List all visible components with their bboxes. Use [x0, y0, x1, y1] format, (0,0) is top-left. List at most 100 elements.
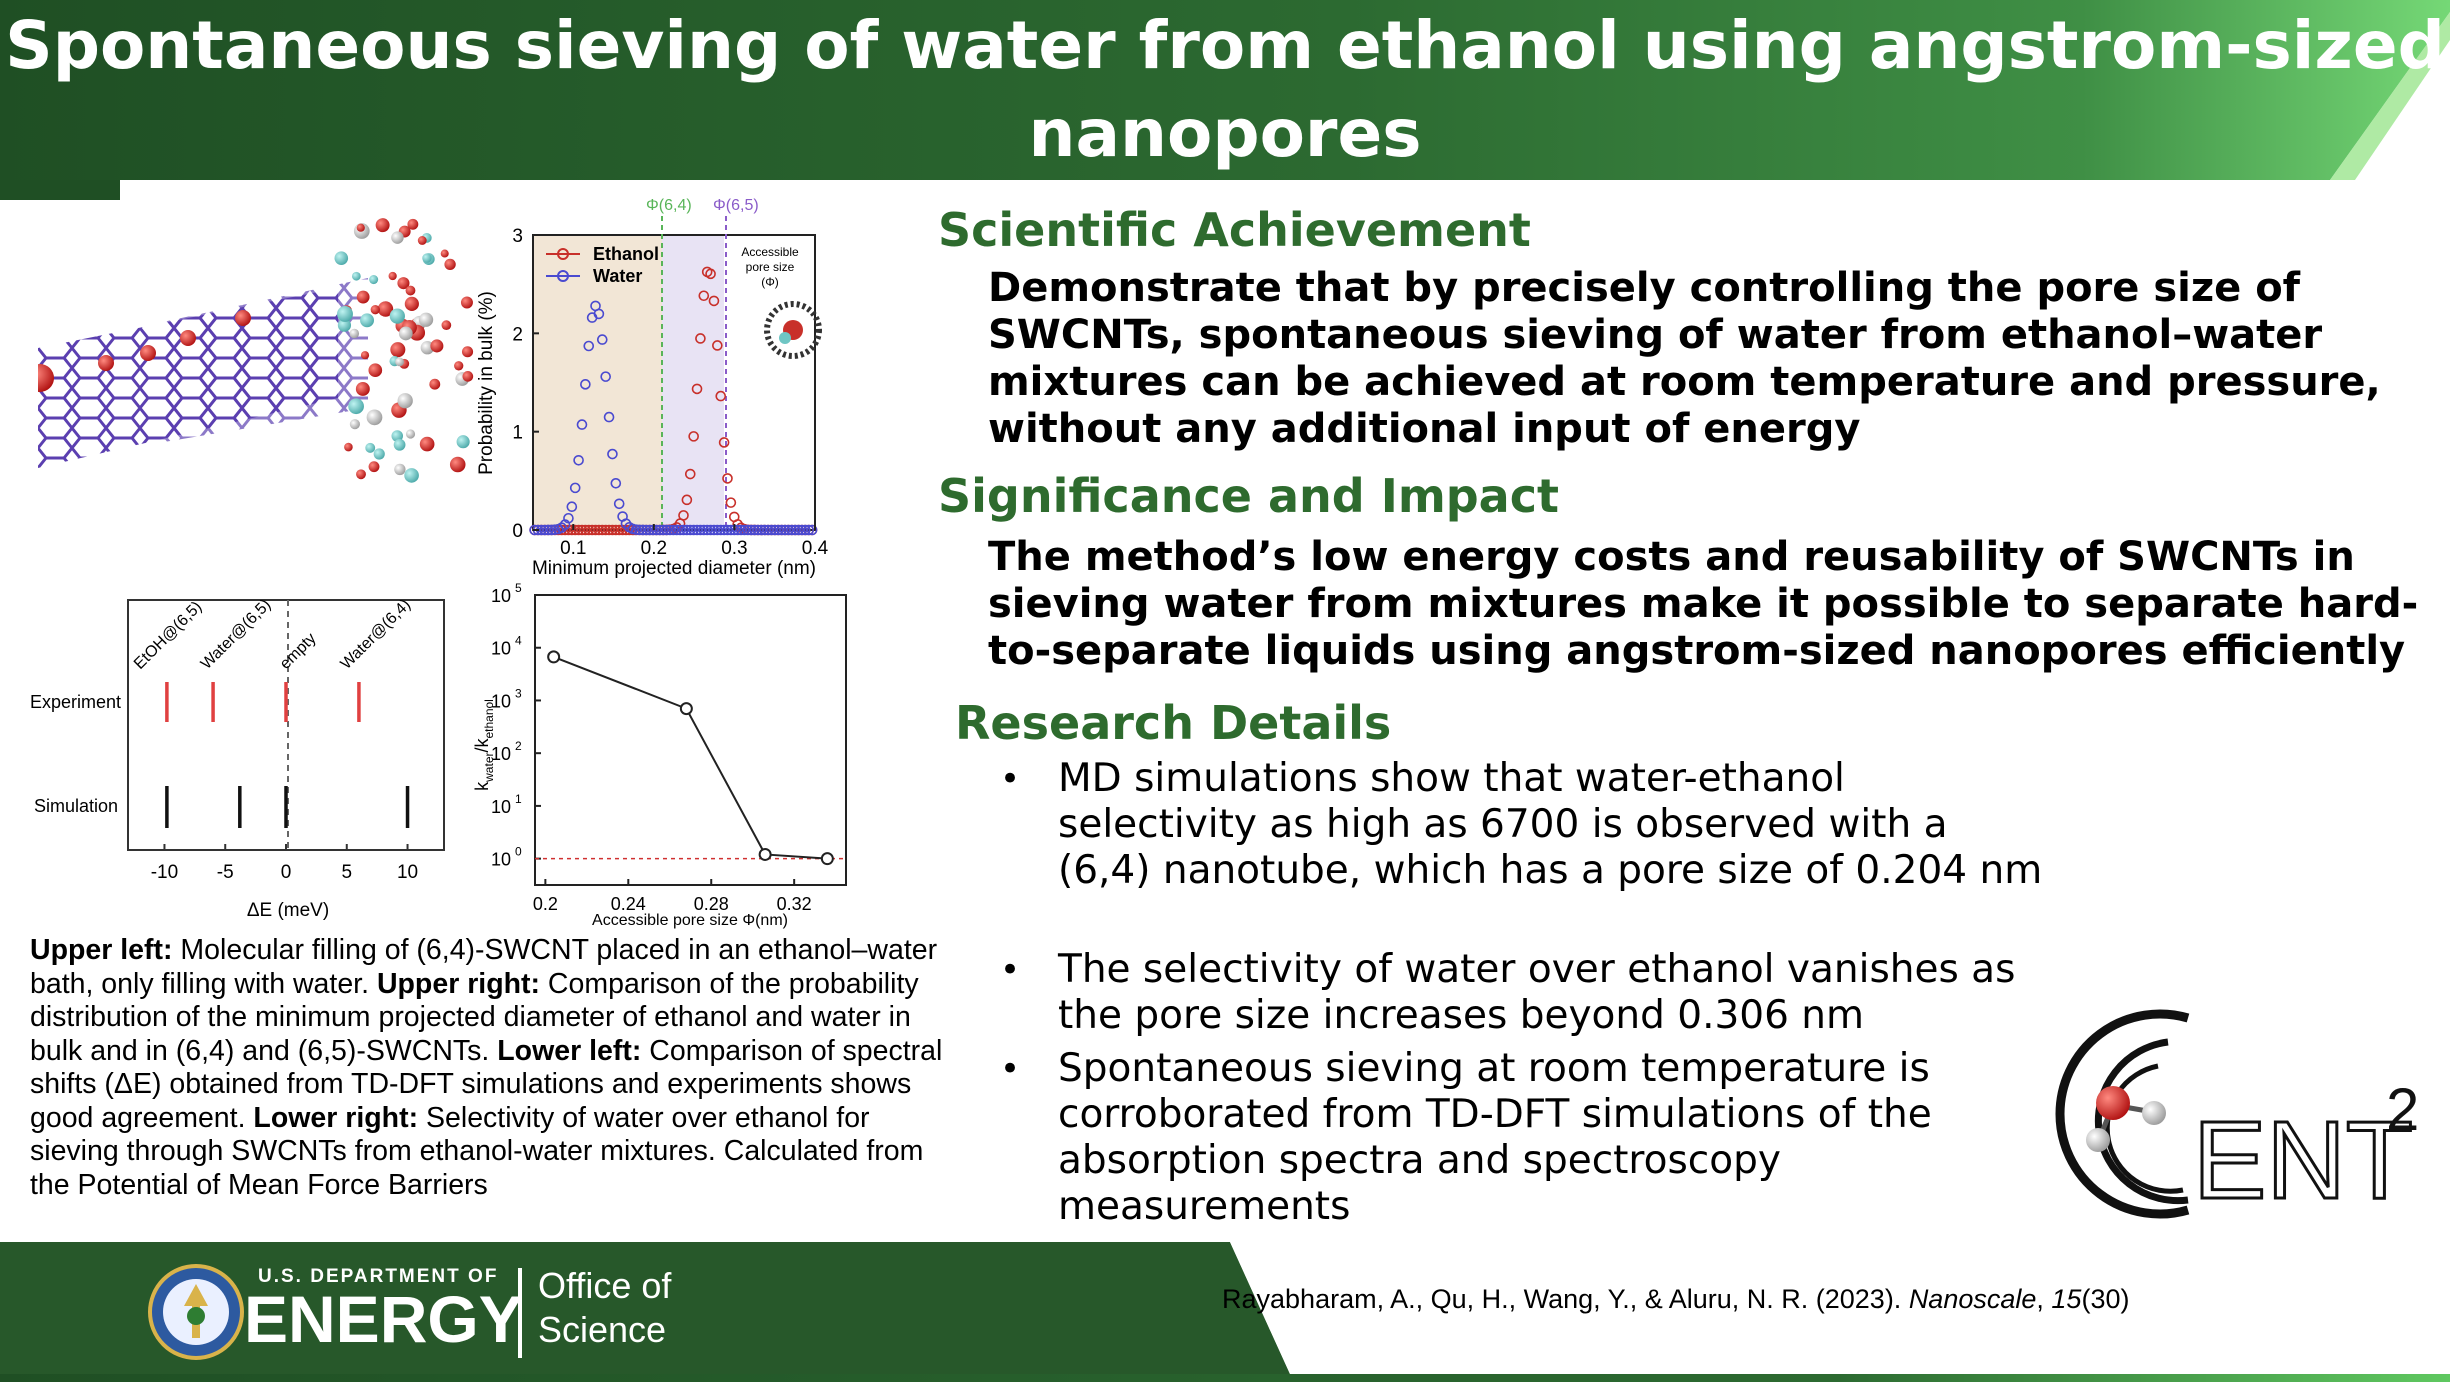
data-point-water: [698, 524, 710, 536]
x-tick-label: 0.32: [777, 894, 812, 914]
bath-molecule: [377, 301, 394, 317]
data-point-ethanol: [580, 524, 591, 536]
x-axis-label: Minimum projected diameter (nm): [532, 558, 816, 579]
data-point-water: [583, 340, 595, 352]
bath-molecule: [369, 275, 379, 285]
bath-molecule: [404, 468, 419, 483]
data-point-water: [678, 524, 689, 536]
data-point-water: [800, 524, 811, 536]
data-point-water: [783, 524, 794, 536]
caption-upper-left-text: Molecular filling of (6,4)-SWCNT placed …: [30, 934, 938, 1000]
probability-distribution-chart: Φ(6,4) Φ(6,5) 0.1 0.2 0.3 0.4 0 1 2 3 Ethanol W…: [476, 197, 829, 579]
data-point-water: [657, 524, 669, 536]
data-point-ethanol: [593, 524, 605, 536]
y-tick-label: 10: [491, 797, 511, 817]
pore-size-annotation: Accessible pore size (Φ): [741, 245, 799, 289]
data-point-water: [796, 524, 808, 536]
y-axis-label: kwater/kethanol: [472, 699, 496, 791]
data-point-ethanol: [596, 524, 608, 536]
doe-seal-icon: [148, 1264, 244, 1360]
legend-water-marker: [557, 270, 569, 282]
x-tick-label: 10: [397, 862, 418, 883]
bath-molecule: [441, 320, 452, 330]
page-title: Spontaneous sieving of water from ethano…: [5, 7, 2445, 172]
data-point-water: [718, 524, 730, 536]
column-label: Water@(6,4): [338, 596, 415, 673]
office-of-science-text: Office of Science: [538, 1264, 671, 1352]
data-point-water: [708, 524, 720, 536]
data-point-water: [701, 524, 713, 536]
bath-molecule: [370, 305, 380, 315]
caption-upper-right-text: Comparison of the probability distributi…: [30, 967, 919, 1067]
data-point-ethanol: [586, 524, 598, 536]
bath-molecule: [430, 339, 444, 353]
bath-molecule: [429, 378, 441, 390]
data-point-water: [634, 524, 645, 536]
bath-molecule: [390, 342, 406, 358]
citation-journal: Nanoscale: [1908, 1284, 2037, 1314]
achievement-body: Demonstrate that by precisely controllin…: [988, 265, 2381, 452]
column-label: EtOH@(6,5): [131, 598, 205, 672]
column-label: Water@(6,5): [198, 596, 275, 673]
data-point-water: [749, 524, 760, 536]
citation-volume: 15: [2051, 1284, 2082, 1314]
data-point-ethanol: [620, 524, 632, 536]
bullet-item: • MD simulations show that water-ethanol…: [1000, 756, 2050, 894]
footer-band: [0, 1242, 2450, 1382]
data-point-water: [607, 448, 618, 460]
data-point: [547, 650, 561, 664]
data-point-ethanol: [607, 524, 618, 536]
data-point-water: [566, 501, 578, 513]
data-point-water: [603, 411, 615, 423]
data-point-water: [576, 419, 588, 430]
data-point-water: [739, 524, 750, 536]
data-point-ethanol: [718, 437, 730, 448]
data-point-ethanol: [705, 268, 716, 280]
footer-divider: [518, 1268, 522, 1358]
data-point-water: [793, 524, 804, 536]
data-point-ethanol: [600, 524, 611, 536]
details-heading: Research Details: [955, 696, 1392, 750]
bath-molecule: [391, 430, 404, 442]
bath-molecule: [419, 436, 435, 452]
data-point-water: [546, 524, 557, 536]
column-label: empty: [277, 630, 320, 673]
data-point-water: [732, 524, 743, 536]
doe-energy-wordmark: ENERGY: [244, 1282, 523, 1356]
data-point-water: [569, 482, 581, 494]
data-point-water: [769, 524, 781, 536]
bath-molecule: [460, 296, 473, 309]
logo-superscript: 2: [2386, 1076, 2419, 1143]
data-point-water: [681, 524, 693, 536]
y-tick-label: 1: [512, 423, 523, 444]
y-tick-label: 10: [491, 744, 511, 764]
data-point-water: [580, 379, 591, 390]
bath-molecule: [397, 277, 410, 290]
data-point-water: [556, 522, 567, 534]
y-tick-exponent: 5: [515, 581, 522, 595]
figure-caption: Upper left: Molecular filling of (6,4)-S…: [30, 934, 960, 1202]
y-tick-label: 10: [491, 850, 511, 870]
y-tick-exponent: 4: [515, 634, 522, 648]
bath-molecule: [462, 371, 474, 382]
x-tick-label: 0.1: [560, 538, 586, 559]
x-tick-label: -10: [151, 862, 178, 883]
data-point-water: [762, 524, 774, 536]
data-point-water: [776, 524, 787, 536]
data-point-water: [542, 524, 554, 536]
bath-molecule: [417, 236, 427, 245]
office-line-1: Office of: [538, 1265, 672, 1306]
bath-molecule: [407, 218, 419, 230]
data-point-water: [722, 524, 733, 536]
bath-molecule: [391, 231, 404, 244]
bath-molecule: [356, 290, 370, 304]
selectivity-chart: 0.2 0.24 0.28 0.32 10 0 10 1 10 2 10 3 10 4 10 5 Access…: [472, 581, 847, 929]
data-point-water: [573, 454, 584, 466]
cent2-logo-icon: ENT 2: [2055, 1009, 2419, 1224]
data-point-ethanol: [684, 468, 696, 480]
bath-molecule: [454, 361, 464, 371]
bullet-text: The selectivity of water over ethanol va…: [1058, 947, 2016, 1038]
data-point-water: [786, 524, 798, 536]
x-tick-label: 0.28: [694, 894, 729, 914]
bath-molecule: [365, 442, 376, 453]
